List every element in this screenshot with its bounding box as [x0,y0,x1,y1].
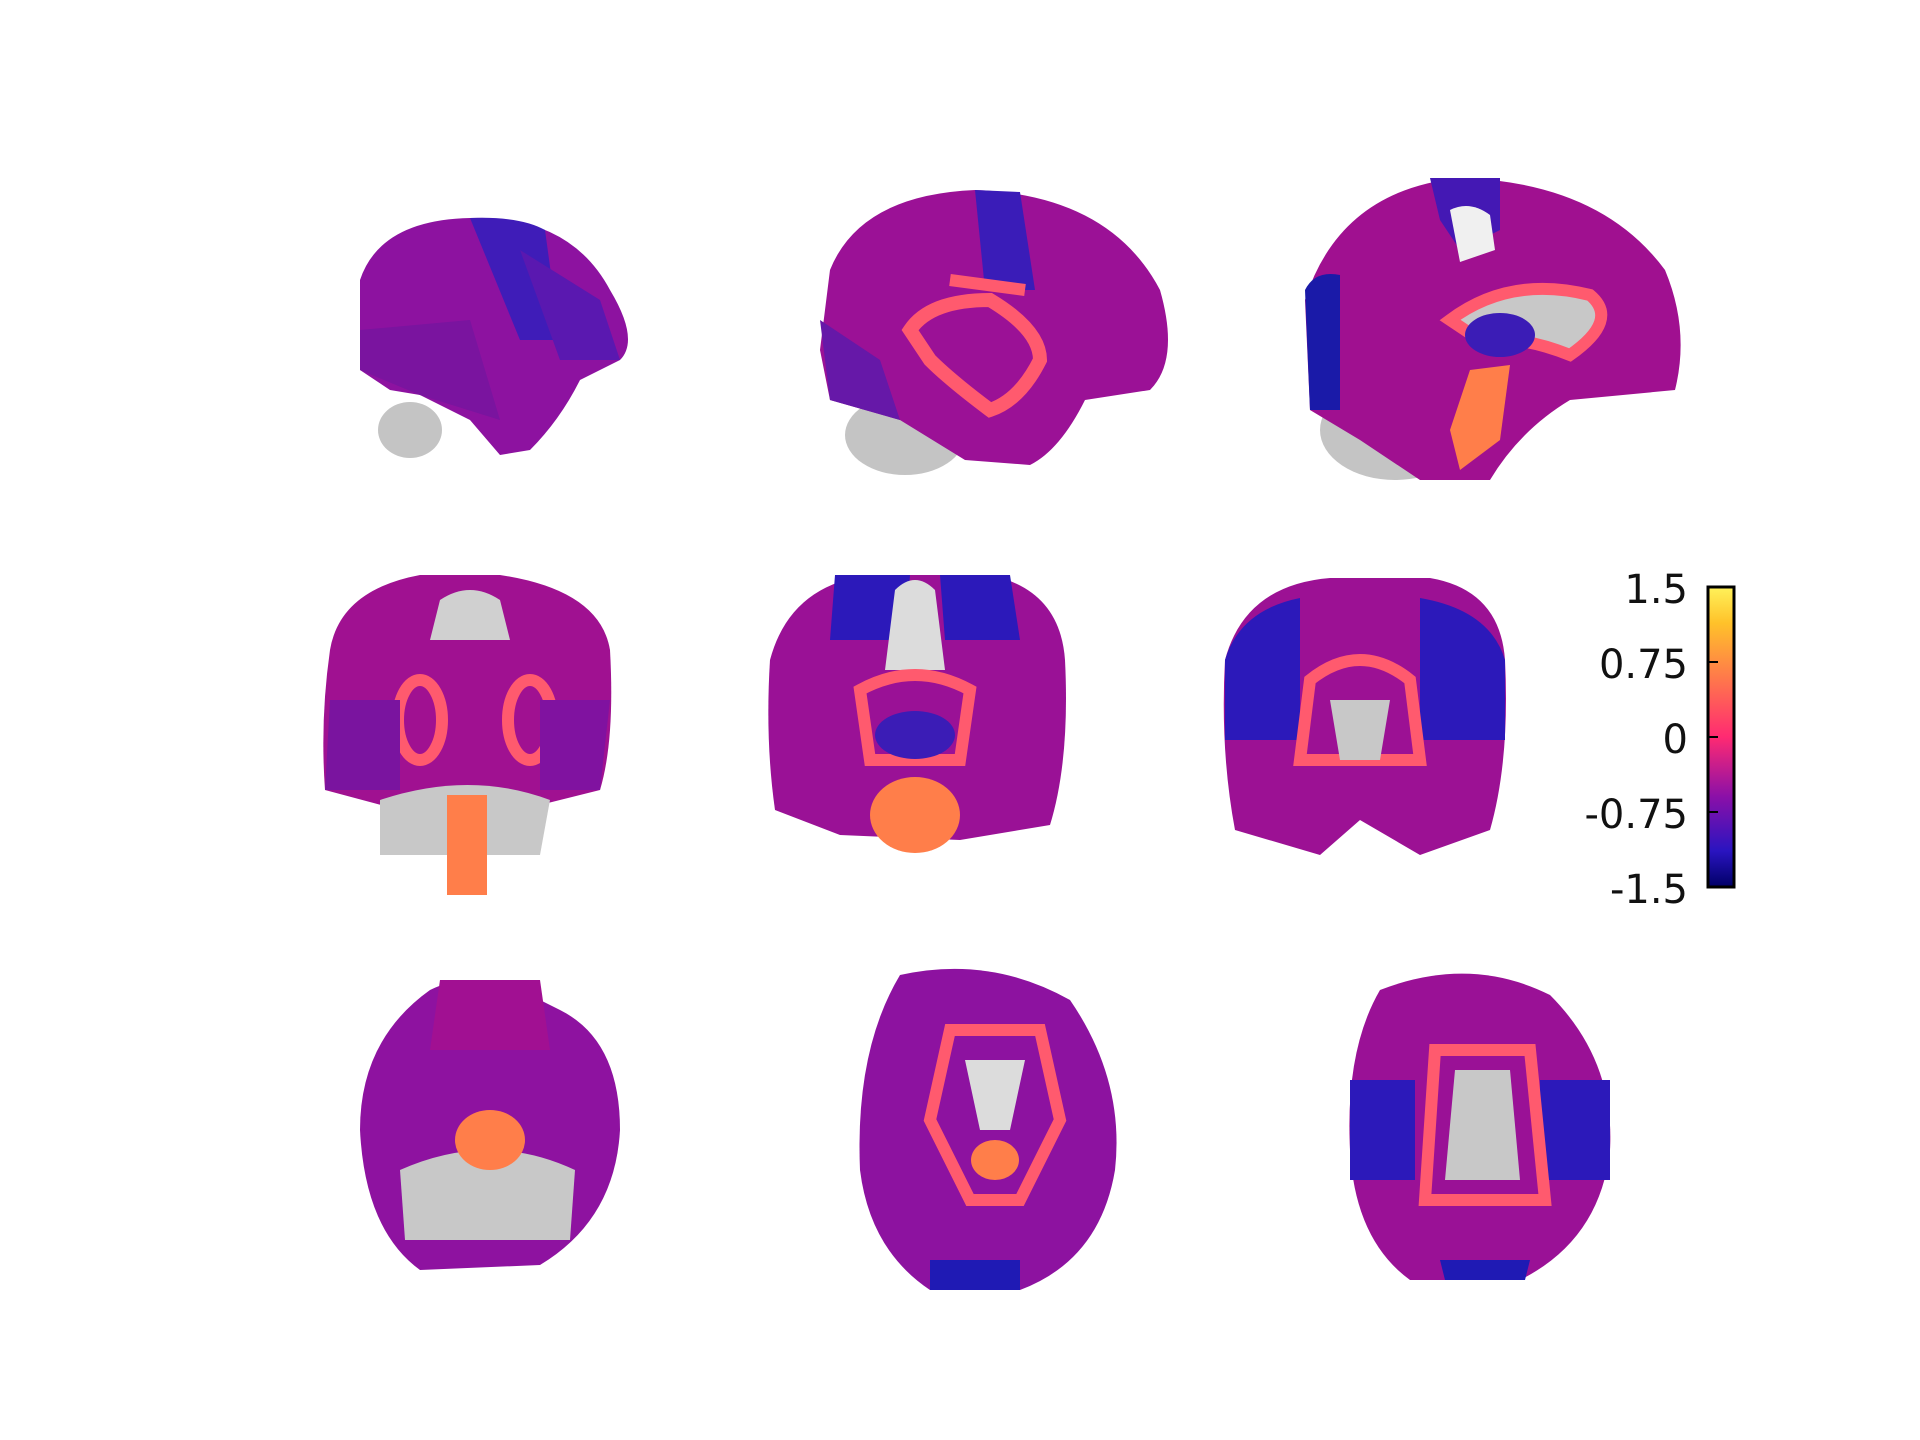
brainstem-region [870,777,960,853]
brainstem-region [1450,365,1510,470]
ventricle-region [965,1060,1025,1130]
cortex-region [1440,1260,1530,1280]
brainstem-region [447,795,487,895]
ventricle-border [949,274,1026,296]
thalamus-region [875,711,955,759]
colorbar-tick-label: 1.5 [1624,567,1688,613]
panel-axial-superior [1349,973,1611,1280]
panel-sagittal-left [360,217,628,458]
cortex-region [430,980,550,1050]
panel-axial-inferior [360,980,620,1270]
panel-axial-middle [859,968,1117,1290]
brainstem-region [971,1140,1019,1180]
ventricle-border [923,1024,1067,1206]
white-matter-region [430,590,510,640]
ventricle-border [1293,654,1427,766]
cortex-region [1420,598,1505,740]
panel-coronal-posterior [323,575,612,895]
ventricle-border [901,292,1048,418]
ventricle-border [853,669,977,766]
panel-sagittal-mid [820,190,1168,475]
cortex-region [940,575,1020,640]
cortex-region [930,1260,1020,1290]
cortex-region [360,320,500,420]
cerebellum-region [400,1150,575,1240]
colorbar-tick-label: -0.75 [1584,792,1689,838]
cortex-region [768,575,1066,840]
cortex-region [1305,274,1340,410]
cortex-region [820,190,1168,465]
cortex-region [1225,598,1300,740]
cortex-region [325,700,400,790]
panel-sagittal-medial [1305,178,1681,480]
cortex-region [520,250,620,360]
colorbar-tick-label: 0.75 [1598,642,1688,688]
ventricle-region [1330,700,1390,760]
panel-coronal-middle [768,575,1066,853]
panel-coronal-anterior [1223,578,1506,855]
cortex-region [820,320,900,420]
ventricle-border [1418,1044,1552,1206]
white-matter-region [885,580,945,670]
cortex-region [975,190,1035,290]
cortex-region [1350,1080,1415,1180]
colorbar-tick-label: 0 [1662,717,1688,763]
cortex-region [470,217,560,340]
cerebellum-region [378,402,442,458]
white-matter-region [1450,206,1495,262]
ventricle-region [1445,1070,1520,1180]
cortex-region [1540,1080,1610,1180]
cortex-region [540,700,610,790]
colorbar-tick-label: -1.5 [1609,867,1688,913]
thalamus-region [1465,313,1535,357]
cortex-region [830,575,910,640]
brainstem-region [455,1110,525,1170]
